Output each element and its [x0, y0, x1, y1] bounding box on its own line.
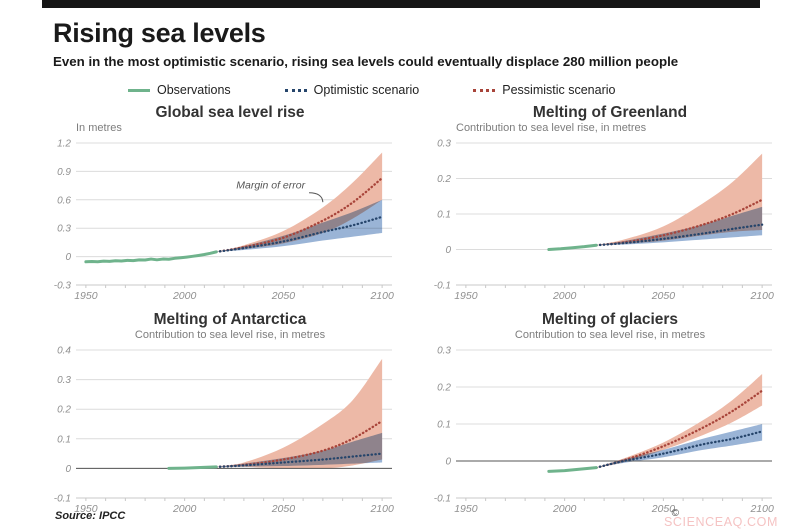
x-tick-label: 2100	[749, 290, 774, 302]
x-tick-label: 1950	[454, 503, 478, 515]
y-tick-label: -0.3	[54, 281, 72, 292]
y-tick-label: 0.1	[437, 210, 451, 221]
legend-label: Observations	[157, 83, 231, 97]
chart-greenland: Melting of Greenland Contribution to sea…	[420, 101, 800, 308]
legend-item-pessimistic: Pessimistic scenario	[473, 83, 615, 97]
y-tick-label: -0.1	[434, 494, 451, 505]
x-tick-label: 2000	[172, 290, 197, 302]
y-tick-label: 0.4	[57, 346, 71, 357]
y-tick-label: 0.9	[57, 167, 71, 178]
chart-antarctica: Melting of Antarctica Contribution to se…	[40, 308, 420, 521]
legend-item-observations: Observations	[128, 83, 231, 97]
x-tick-label: 2100	[369, 503, 394, 515]
legend: Observations Optimistic scenario Pessimi…	[128, 83, 800, 97]
x-tick-label: 2050	[651, 503, 676, 515]
x-tick-label: 1950	[74, 503, 98, 515]
observations-line-swatch	[128, 88, 150, 92]
y-tick-label: -0.1	[54, 494, 71, 505]
y-tick-label: 0.3	[57, 375, 71, 386]
optimistic-line-swatch	[284, 88, 307, 92]
y-tick-label: 1.2	[57, 139, 71, 150]
y-tick-label: 0.2	[57, 405, 71, 416]
x-tick-label: 1950	[454, 290, 478, 302]
margin-of-error-label: Margin of error	[236, 179, 305, 191]
x-tick-label: 2050	[271, 503, 296, 515]
chart-plot-global: -0.3 0 0.3 0.6 0.9 1.2 1950 2000 2050 2100 Margin …	[54, 139, 394, 303]
chart-global-sea-level: Global sea level rise In metres -0.3 0 0.3…	[40, 101, 420, 308]
y-tick-label: 0	[65, 464, 71, 475]
afp-logo-mark	[682, 510, 724, 516]
optimistic-line	[215, 452, 384, 469]
chart-plot-glaciers: -0.1 0 0.1 0.2 0.3 1950 2000 2050 2100	[434, 346, 774, 516]
pessimistic-line	[595, 198, 764, 247]
y-tick-label: 0.2	[437, 383, 451, 394]
x-tick-label: 2100	[749, 503, 774, 515]
chart-plot-antarctica: -0.1 0 0.1 0.2 0.3 0.4 1950 2000 2050 2100	[54, 346, 394, 516]
pessimistic-line	[215, 419, 384, 469]
observations-line	[547, 466, 598, 473]
y-tick-label: 0.3	[57, 224, 71, 235]
chart-title: Melting of Antarctica	[153, 311, 307, 328]
afp-logo: ©	[672, 505, 724, 522]
y-tick-label: 0.3	[437, 346, 451, 357]
pessimistic-band	[216, 358, 383, 469]
x-tick-label: 2000	[552, 503, 577, 515]
y-tick-label: 0	[65, 252, 71, 263]
y-tick-label: 0.1	[437, 420, 451, 431]
copyright-symbol: ©	[671, 508, 679, 519]
legend-item-optimistic: Optimistic scenario	[284, 83, 420, 97]
charts-grid: Global sea level rise In metres -0.3 0 0.3…	[0, 101, 800, 521]
x-tick-label: 2050	[651, 290, 676, 302]
chart-subtitle: In metres	[76, 122, 122, 134]
x-tick-label: 2050	[271, 290, 296, 302]
legend-label: Optimistic scenario	[313, 83, 420, 97]
pessimistic-line-swatch	[473, 88, 496, 92]
margin-of-error-arrow	[309, 192, 324, 203]
y-tick-label: 0.3	[437, 139, 451, 150]
legend-label: Pessimistic scenario	[502, 83, 616, 97]
optimistic-line	[215, 215, 384, 254]
x-tick-label: 2100	[369, 290, 394, 302]
y-tick-label: 0.1	[57, 434, 71, 445]
optimistic-line	[595, 223, 764, 247]
optimistic-band	[596, 424, 763, 468]
pessimistic-line	[215, 176, 384, 254]
observations-line	[547, 243, 598, 251]
page-title: Rising sea levels	[53, 18, 266, 48]
watermark: SCIENCEAQ.COM	[663, 515, 778, 529]
y-tick-label: -0.1	[434, 281, 451, 292]
observations-line	[167, 465, 218, 470]
observations-line	[84, 250, 218, 264]
chart-subtitle: Contribution to sea level rise, in metre…	[514, 329, 706, 341]
chart-subtitle: Contribution to sea level rise, in metre…	[456, 122, 647, 134]
pessimistic-band	[596, 374, 763, 468]
y-tick-label: 0.2	[437, 174, 451, 185]
x-tick-label: 2000	[172, 503, 197, 515]
source-credit: Source: IPCC	[55, 510, 126, 522]
optimistic-line	[595, 430, 764, 469]
chart-glaciers: Melting of glaciers Contribution to sea …	[420, 308, 800, 521]
header: Rising sea levels Even in the most optim…	[0, 0, 800, 69]
y-tick-label: 0	[445, 457, 451, 468]
optimistic-band	[596, 206, 763, 246]
chart-title: Melting of Greenland	[532, 104, 688, 121]
chart-plot-greenland: -0.1 0 0.1 0.2 0.3 1950 2000 2050 2100	[434, 139, 774, 303]
optimistic-band	[216, 199, 383, 252]
x-tick-label: 1950	[74, 290, 98, 302]
x-tick-label: 2000	[552, 290, 577, 302]
chart-title: Global sea level rise	[155, 104, 305, 121]
chart-subtitle: Contribution to sea level rise, in metre…	[134, 329, 326, 341]
chart-title: Melting of glaciers	[541, 311, 679, 328]
y-tick-label: 0.6	[57, 195, 71, 206]
y-tick-label: 0	[445, 245, 451, 256]
top-bar	[42, 0, 760, 8]
page-subtitle: Even in the most optimistic scenario, ri…	[53, 54, 679, 69]
